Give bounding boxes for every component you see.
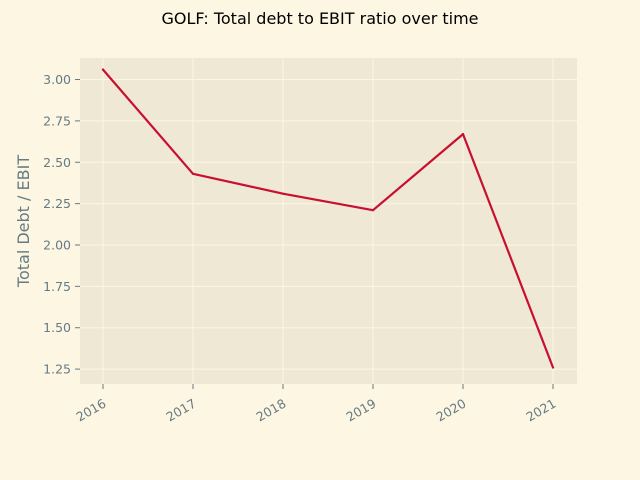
y-tick-label: 2.50 bbox=[43, 155, 71, 170]
y-tick-label: 2.00 bbox=[43, 237, 71, 252]
y-axis-label: Total Debt / EBIT bbox=[14, 155, 33, 288]
data-point-2018 bbox=[282, 193, 284, 195]
data-point-2021 bbox=[552, 366, 554, 368]
chart-title: GOLF: Total debt to EBIT ratio over time bbox=[161, 9, 478, 28]
y-tick-label: 2.25 bbox=[43, 196, 71, 211]
plot-area bbox=[80, 58, 577, 384]
data-point-2016 bbox=[102, 69, 104, 71]
y-tick-label: 1.50 bbox=[43, 320, 71, 335]
y-tick-label: 1.25 bbox=[43, 362, 71, 377]
y-tick-label: 2.75 bbox=[43, 113, 71, 128]
data-point-2019 bbox=[372, 209, 374, 211]
data-point-2020 bbox=[462, 133, 464, 135]
y-tick-label: 3.00 bbox=[43, 72, 71, 87]
data-point-2017 bbox=[192, 173, 194, 175]
y-tick-label: 1.75 bbox=[43, 279, 71, 294]
